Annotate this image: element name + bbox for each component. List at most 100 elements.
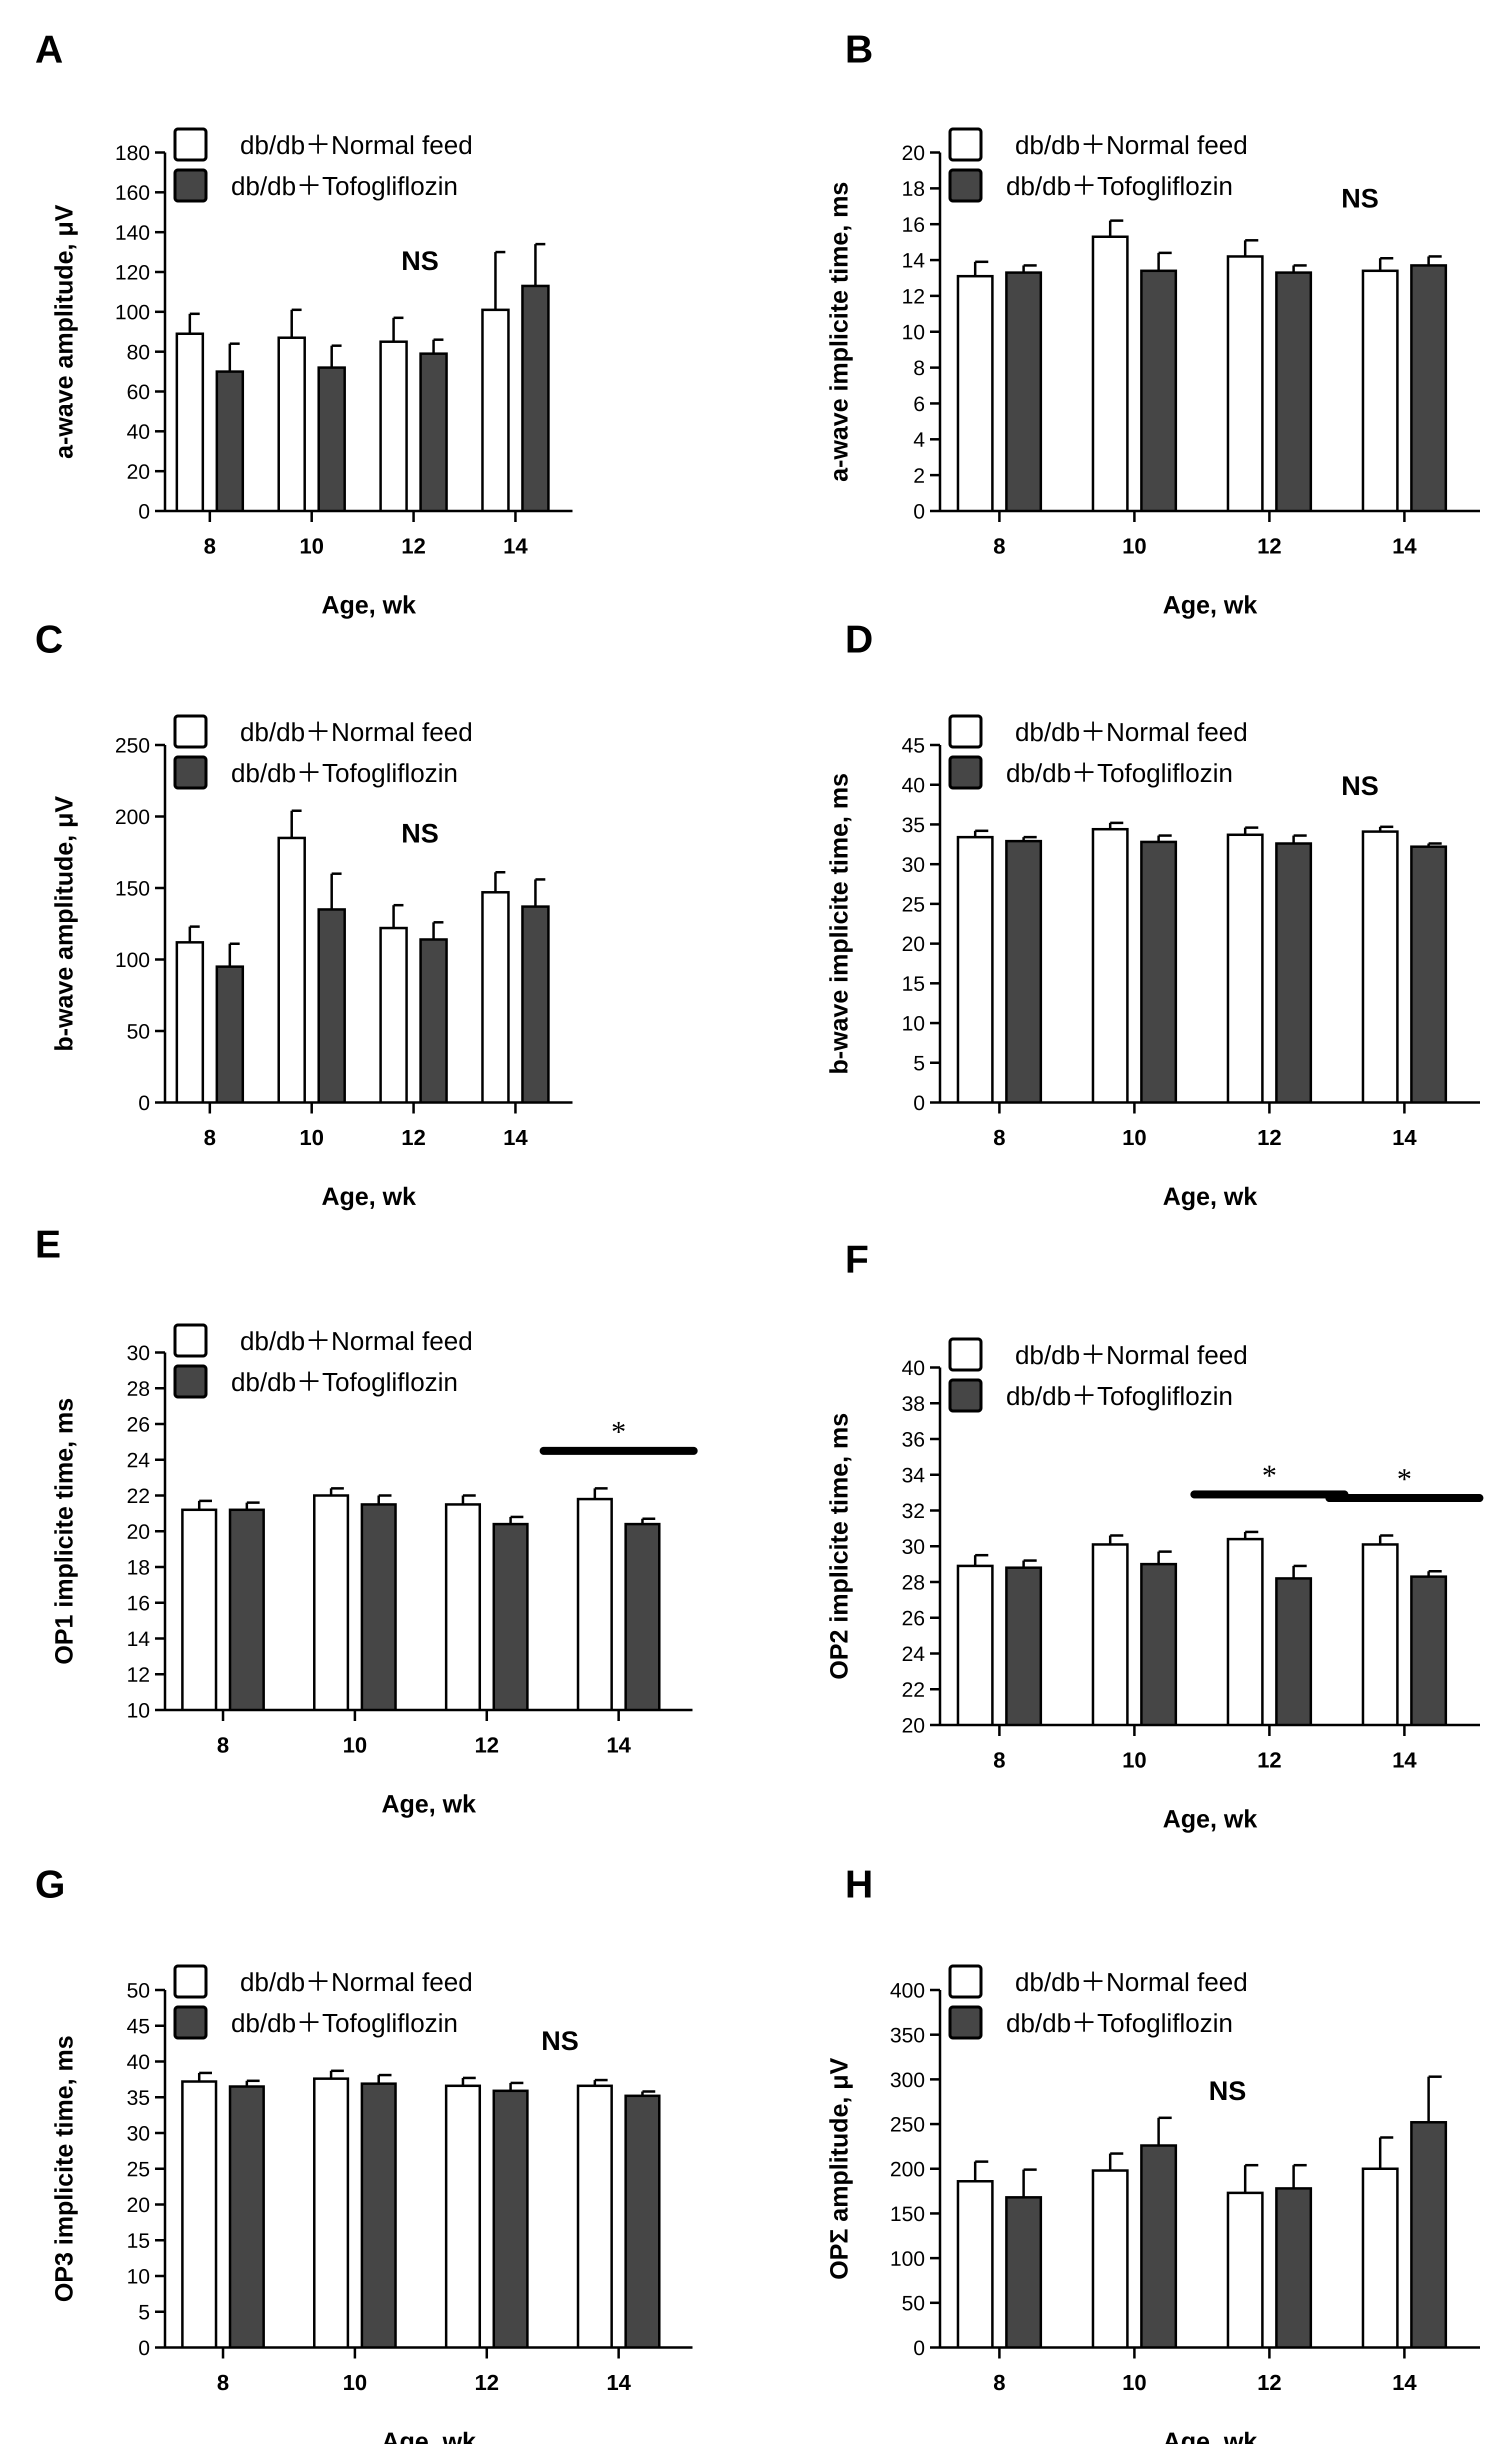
ns-annotation: NS [401,246,438,276]
bar-tofogliflozin [492,2090,529,2349]
bar-normal-feed [444,1503,482,1712]
legend-label-normal-feed: db/db＋Normal feed [240,131,472,160]
bar-tofogliflozin [1275,1577,1312,1726]
legend-swatch-tofogliflozin [948,1378,982,1412]
x-tick-label: 14 [1392,1126,1416,1150]
bar-tofogliflozin [1005,840,1042,1104]
y-tick-label: 100 [115,300,150,324]
bar-normal-feed [1362,830,1399,1104]
x-tick-label: 10 [342,1733,367,1758]
significance-star: * [1397,1462,1412,1496]
bar-tofogliflozin [317,908,346,1104]
y-tick-label: 40 [902,1356,925,1380]
bar-normal-feed [1092,828,1129,1104]
bar-normal-feed [313,2077,350,2349]
bar-tofogliflozin [1275,842,1312,1104]
x-tick-label: 12 [1257,1748,1282,1772]
legend-label-tofogliflozin: db/db＋Tofogliflozin [1006,172,1233,201]
bar-normal-feed [1362,270,1399,512]
y-tick-label: 5 [138,2300,150,2324]
legend-swatch-tofogliflozin [174,2006,208,2040]
y-axis-title: OP2 implicite time, ms [825,1413,853,1680]
y-tick-label: 30 [902,852,925,876]
bar-normal-feed [277,336,306,512]
bar-normal-feed [176,941,204,1104]
x-axis-title: Age, wk [322,591,416,619]
x-tick-label: 12 [402,534,426,558]
x-tick-label: 8 [994,1126,1006,1150]
x-tick-label: 8 [217,1733,229,1758]
y-tick-label: 300 [890,2068,925,2092]
x-tick-label: 10 [342,2370,367,2395]
y-tick-label: 250 [890,2112,925,2136]
legend-label-normal-feed: db/db＋Normal feed [240,718,472,747]
bar-tofogliflozin [360,1503,397,1712]
bar-normal-feed [379,926,408,1104]
y-tick-label: 38 [902,1392,925,1416]
y-tick-label: 22 [902,1678,925,1702]
bar-normal-feed [1226,255,1264,512]
bar-tofogliflozin [521,905,550,1104]
legend-swatch-tofogliflozin [174,168,208,202]
bar-normal-feed [576,2084,613,2349]
bar-tofogliflozin [1275,271,1312,512]
legend-swatch-normal-feed [948,1338,982,1372]
y-axis-title: b-wave implicite time, ms [825,773,853,1074]
legend-swatch-normal-feed [174,1324,208,1358]
significance-star: * [611,1416,626,1448]
y-tick-label: 100 [890,2246,925,2270]
bar-normal-feed [313,1494,350,1712]
y-tick-label: 0 [138,2336,150,2360]
ns-annotation: NS [1341,771,1378,801]
y-tick-label: 2 [914,464,925,487]
x-tick-label: 8 [994,2370,1006,2395]
panel-letter: D [845,617,873,661]
y-tick-label: 24 [126,1448,150,1472]
y-tick-label: 0 [914,2336,925,2360]
panel-letter: C [35,617,63,661]
bar-tofogliflozin [1410,264,1448,512]
bar-normal-feed [956,1564,994,1726]
ns-annotation: NS [1341,184,1378,214]
y-tick-label: 22 [126,1484,150,1508]
bar-tofogliflozin [1275,2187,1312,2349]
bar-normal-feed [1362,2168,1399,2349]
panel-letter: F [845,1237,869,1281]
chart-panel-b: B 0 2 4 6 8 10 12 14 16 18 20 8 10 12 14 Age, wk a-wave i… [825,27,1480,619]
y-tick-label: 20 [126,460,150,483]
y-tick-label: 6 [914,392,925,416]
legend-label-tofogliflozin: db/db＋Tofogliflozin [231,2009,458,2038]
x-tick-label: 8 [204,534,216,558]
bar-tofogliflozin [624,2094,661,2349]
y-tick-label: 14 [126,1627,150,1650]
legend-label-normal-feed: db/db＋Normal feed [240,1327,472,1356]
chart-panel-a: A 0 20 40 60 80 100 120 140 160 180 8 10 12 14 Age, wk a… [35,27,572,619]
y-axis-title: a-wave amplitude, μV [50,204,78,459]
bar-normal-feed [956,2180,994,2349]
y-tick-label: 0 [914,1091,925,1114]
bar-tofogliflozin [1140,1562,1178,1726]
legend-label-normal-feed: db/db＋Normal feed [1015,718,1248,747]
bar-tofogliflozin [624,1522,661,1712]
y-tick-label: 15 [902,972,925,996]
chart-panel-f: F 20 22 24 26 28 30 32 34 36 38 40 8 10 12 14 Age, wk OP2… [825,1237,1484,1833]
x-tick-label: 14 [1392,2370,1416,2395]
y-tick-label: 16 [902,212,925,236]
y-tick-label: 24 [902,1642,925,1666]
y-tick-label: 28 [902,1570,925,1594]
x-axis-title: Age, wk [382,1790,476,1818]
y-tick-label: 15 [126,2229,150,2252]
y-tick-label: 120 [115,260,150,284]
y-tick-label: 50 [126,1978,150,2002]
y-tick-label: 25 [126,2158,150,2181]
bar-normal-feed [481,891,510,1104]
y-tick-label: 0 [138,500,150,523]
y-tick-label: 20 [902,1714,925,1737]
ns-annotation: NS [541,2026,578,2056]
legend-swatch-normal-feed [174,1964,208,1998]
legend-label-normal-feed: db/db＋Normal feed [1015,1341,1248,1370]
y-tick-label: 160 [115,181,150,204]
bar-normal-feed [1092,235,1129,512]
legend-label-normal-feed: db/db＋Normal feed [1015,1968,1248,1997]
